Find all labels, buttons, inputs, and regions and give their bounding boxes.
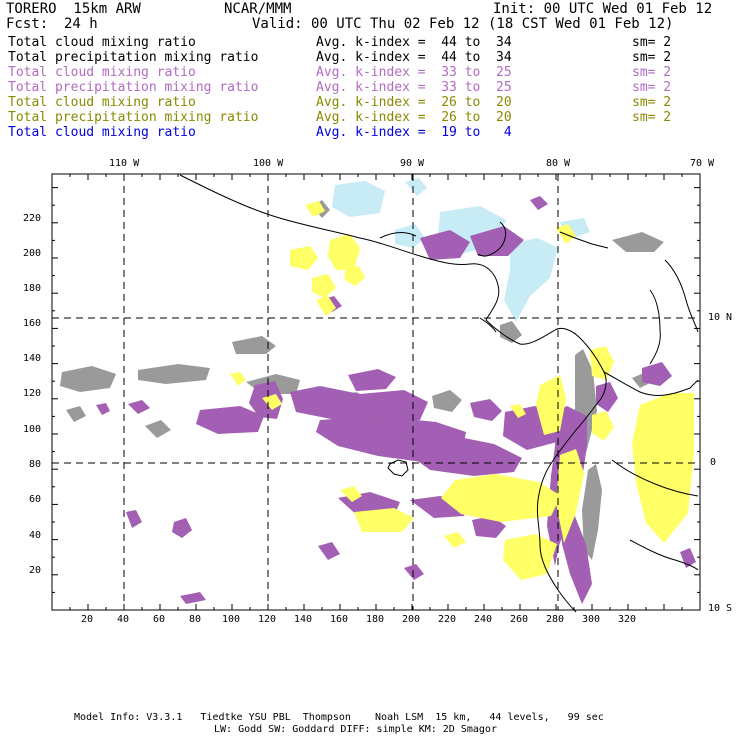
lat-label: 0: [710, 457, 717, 468]
x-tick-label: 20: [81, 614, 94, 625]
legend-range: Avg. k-index = 19 to 4: [316, 125, 512, 140]
coastlines: [179, 174, 699, 613]
lon-label: 80 W: [546, 158, 571, 169]
x-tick-label: 120: [258, 614, 277, 625]
x-tick-label: 200: [402, 614, 421, 625]
x-tick-label: 140: [294, 614, 313, 625]
y-tick-label: 100: [23, 424, 42, 435]
fcst-label: Fcst:: [6, 16, 49, 32]
legend-field: Total cloud mixing ratio: [8, 95, 196, 110]
x-tick-label: 240: [474, 614, 493, 625]
fcst-value: 24 h: [64, 16, 98, 32]
x-tick-label: 100: [222, 614, 241, 625]
axis-ticks: [52, 174, 700, 610]
lat-label: 10 S: [708, 603, 733, 614]
x-tick-label: 80: [189, 614, 202, 625]
legend-field: Total cloud mixing ratio: [8, 65, 196, 80]
lon-label: 110 W: [109, 158, 140, 169]
y-tick-label: 80: [29, 459, 42, 470]
legend-sm: sm= 2: [632, 95, 672, 110]
init-time: Init: 00 UTC Wed 01 Feb 12: [493, 1, 713, 17]
x-tick-label: 260: [510, 614, 529, 625]
purple-field: [96, 196, 696, 604]
legend-range: Avg. k-index = 26 to 20: [316, 110, 512, 125]
org-label: NCAR/MMM: [224, 1, 292, 17]
model-info-line1: Model Info: V3.3.1 Tiedtke YSU PBL Thomp…: [74, 712, 604, 723]
legend-field: Total precipitation mixing ratio: [8, 50, 259, 65]
legend-field: Total precipitation mixing ratio: [8, 110, 259, 125]
y-tick-label: 60: [29, 494, 42, 505]
lon-label: 100 W: [253, 158, 284, 169]
y-tick-label: 140: [23, 353, 42, 364]
y-tick-label: 160: [23, 318, 42, 329]
legend-range: Avg. k-index = 44 to 34: [316, 50, 512, 65]
model-title: TORERO 15km ARW: [6, 1, 141, 17]
y-tick-label: 20: [29, 565, 42, 576]
x-tick-label: 220: [438, 614, 457, 625]
y-tick-label: 180: [23, 283, 42, 294]
legend-field: Total precipitation mixing ratio: [8, 80, 259, 95]
yellow-field: [230, 201, 694, 580]
x-tick-label: 160: [330, 614, 349, 625]
x-tick-label: 40: [117, 614, 130, 625]
x-tick-label: 180: [366, 614, 385, 625]
lat-lon-grid: [52, 174, 700, 610]
valid-time: Valid: 00 UTC Thu 02 Feb 12 (18 CST Wed …: [252, 16, 674, 32]
y-tick-label: 200: [23, 248, 42, 259]
legend-sm: sm= 2: [632, 50, 672, 65]
legend-range: Avg. k-index = 33 to 25: [316, 65, 512, 80]
legend-range: Avg. k-index = 26 to 20: [316, 95, 512, 110]
legend-sm: sm= 2: [632, 80, 672, 95]
lat-label: 10 N: [708, 312, 733, 323]
legend-range: Avg. k-index = 44 to 34: [316, 35, 512, 50]
x-tick-label: 280: [546, 614, 565, 625]
lon-label: 70 W: [690, 158, 715, 169]
legend-sm: sm= 2: [632, 110, 672, 125]
model-info-line2: LW: Godd SW: Goddard DIFF: simple KM: 2D…: [214, 724, 497, 735]
legend-sm: sm= 2: [632, 35, 672, 50]
x-tick-label: 60: [153, 614, 166, 625]
lon-label: 90 W: [400, 158, 425, 169]
legend-range: Avg. k-index = 33 to 25: [316, 80, 512, 95]
legend-sm: sm= 2: [632, 65, 672, 80]
x-tick-label: 300: [582, 614, 601, 625]
y-tick-label: 220: [23, 213, 42, 224]
y-tick-label: 40: [29, 530, 42, 541]
y-tick-label: 120: [23, 388, 42, 399]
x-tick-label: 320: [618, 614, 637, 625]
legend-field: Total cloud mixing ratio: [8, 35, 196, 50]
legend-field: Total cloud mixing ratio: [8, 125, 196, 140]
